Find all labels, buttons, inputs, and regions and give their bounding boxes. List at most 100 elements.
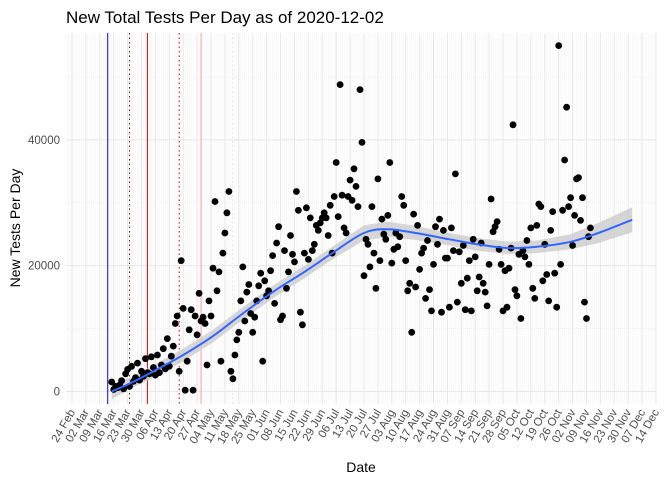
- data-point: [471, 253, 479, 261]
- data-point: [412, 283, 419, 291]
- data-point: [525, 261, 533, 268]
- data-point: [249, 328, 257, 336]
- data-point: [297, 308, 304, 316]
- data-point: [322, 214, 330, 222]
- data-point: [384, 212, 392, 219]
- data-point: [118, 377, 125, 385]
- data-point: [173, 312, 181, 320]
- data-point: [241, 317, 249, 325]
- data-point: [394, 243, 402, 251]
- data-point: [167, 352, 175, 360]
- data-point: [356, 86, 364, 93]
- data-point: [358, 139, 366, 146]
- data-point: [531, 295, 539, 302]
- data-point: [511, 286, 519, 293]
- data-point: [336, 81, 344, 88]
- data-point: [587, 224, 594, 232]
- data-point: [352, 183, 360, 190]
- data-point: [438, 308, 445, 316]
- data-point: [265, 287, 272, 295]
- data-point: [577, 217, 584, 224]
- data-point: [479, 279, 487, 287]
- data-point: [416, 266, 423, 273]
- data-point: [267, 267, 274, 275]
- data-point: [215, 268, 223, 276]
- data-point: [376, 257, 384, 264]
- data-point: [191, 312, 199, 320]
- data-point: [305, 256, 312, 263]
- data-point: [199, 313, 207, 321]
- data-point: [237, 297, 245, 305]
- data-point: [539, 277, 547, 285]
- data-point: [551, 269, 559, 277]
- data-point: [187, 306, 195, 314]
- data-point: [523, 237, 531, 244]
- data-point: [227, 367, 235, 375]
- data-point: [487, 195, 495, 203]
- data-point: [291, 258, 298, 266]
- data-point: [299, 321, 306, 329]
- data-point: [150, 364, 157, 371]
- y-tick-label: 0: [54, 386, 60, 398]
- data-point: [446, 303, 453, 311]
- data-point: [452, 170, 459, 178]
- reference-lines: [107, 33, 234, 404]
- data-point: [467, 307, 475, 315]
- data-point: [211, 198, 219, 205]
- data-point: [434, 240, 441, 248]
- data-point: [334, 213, 342, 221]
- data-point: [269, 252, 276, 259]
- data-point: [142, 355, 149, 363]
- data-point: [533, 222, 541, 229]
- data-point: [251, 313, 259, 321]
- data-point: [293, 188, 300, 195]
- data-point: [175, 367, 183, 375]
- data-point: [342, 229, 350, 237]
- data-point: [134, 359, 141, 367]
- data-point: [420, 244, 427, 252]
- data-point: [527, 224, 535, 232]
- smooth-curve-line: [111, 218, 633, 393]
- data-point: [406, 279, 414, 287]
- data-point: [281, 247, 288, 255]
- data-point: [473, 287, 481, 295]
- data-point: [271, 300, 278, 307]
- data-point: [575, 174, 582, 182]
- data-point: [402, 257, 410, 264]
- data-point: [404, 287, 412, 295]
- data-point: [303, 204, 310, 212]
- data-point: [225, 188, 233, 195]
- data-point: [388, 259, 396, 267]
- data-point: [475, 273, 483, 281]
- data-point: [203, 361, 211, 369]
- data-point: [380, 230, 388, 238]
- data-point: [440, 227, 447, 234]
- data-point: [497, 261, 505, 268]
- data-point: [255, 282, 263, 290]
- data-point: [314, 227, 322, 234]
- data-point: [368, 203, 376, 211]
- data-point: [461, 306, 469, 314]
- data-point: [505, 264, 513, 272]
- data-point: [239, 263, 247, 271]
- data-point: [450, 247, 457, 255]
- data-point: [338, 191, 346, 199]
- data-point: [205, 297, 213, 305]
- data-point: [565, 203, 572, 211]
- data-point: [261, 277, 269, 285]
- data-point: [243, 288, 251, 296]
- data-point: [279, 312, 286, 320]
- y-axis-ticks: 0 20000 40000: [28, 135, 60, 399]
- data-point: [561, 156, 568, 164]
- data-point: [432, 223, 439, 231]
- data-point: [108, 378, 116, 386]
- data-point: [181, 386, 189, 394]
- data-point: [469, 235, 477, 243]
- data-point: [378, 215, 386, 223]
- data-point: [324, 232, 332, 239]
- data-point: [259, 357, 267, 365]
- data-point: [217, 357, 225, 365]
- data-point: [444, 254, 451, 262]
- data-point: [354, 203, 362, 211]
